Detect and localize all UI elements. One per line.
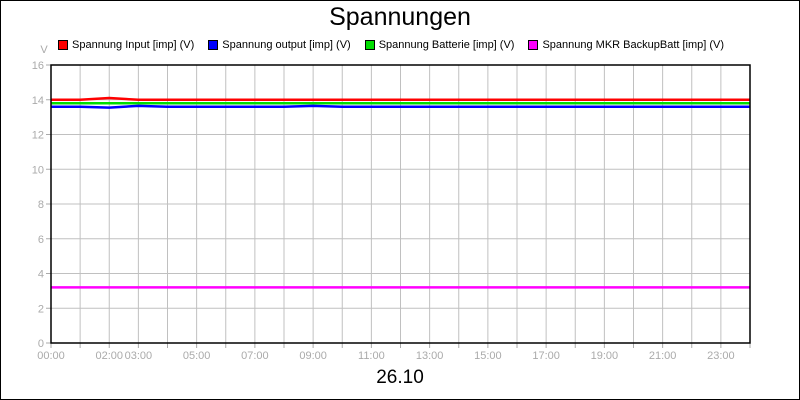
x-tick-label: 02:00 bbox=[95, 350, 123, 362]
legend-label: Spannung output [imp] (V) bbox=[222, 39, 351, 51]
series-line bbox=[51, 104, 750, 109]
x-tick-label: 23:00 bbox=[707, 350, 735, 362]
series-line bbox=[51, 96, 750, 101]
x-tick-label: 17:00 bbox=[532, 350, 560, 362]
x-tick-label: 11:00 bbox=[358, 350, 385, 362]
x-axis-title: 26.10 bbox=[376, 367, 424, 388]
x-tick-label: 21:00 bbox=[649, 350, 677, 362]
plot-border bbox=[50, 64, 751, 344]
legend-item: Spannung Batterie [imp] (V) bbox=[364, 39, 515, 51]
x-tick-label: 05:00 bbox=[183, 350, 211, 362]
y-tick-label: 14 bbox=[32, 95, 44, 107]
legend: Spannung Input [imp] (V) Spannung output… bbox=[58, 39, 738, 51]
y-tick-label: 8 bbox=[38, 199, 44, 211]
legend-item: Spannung Input [imp] (V) bbox=[58, 39, 194, 51]
y-tick-label: 2 bbox=[38, 303, 44, 315]
legend-label: Spannung Batterie [imp] (V) bbox=[378, 39, 515, 51]
x-tick-label: 03:00 bbox=[125, 350, 153, 362]
x-tick-label: 19:00 bbox=[591, 350, 619, 362]
legend-swatch bbox=[364, 40, 375, 50]
y-tick-label: 6 bbox=[38, 234, 44, 246]
y-axis-label: V bbox=[40, 44, 48, 56]
x-tick-label: 13:00 bbox=[416, 350, 444, 362]
x-tick-label: 07:00 bbox=[241, 350, 269, 362]
y-tick-label: 0 bbox=[38, 338, 44, 350]
x-tick-label: 00:00 bbox=[37, 350, 65, 362]
x-tick-label: 09:00 bbox=[299, 350, 327, 362]
legend-swatch bbox=[208, 40, 219, 50]
y-tick-label: 4 bbox=[38, 269, 44, 281]
y-tick-label: 12 bbox=[32, 130, 44, 142]
x-tick-label: 15:00 bbox=[474, 350, 502, 362]
legend-swatch bbox=[58, 40, 68, 50]
legend-swatch bbox=[528, 40, 539, 50]
y-tick-label: 10 bbox=[32, 164, 44, 176]
y-tick-label: 16 bbox=[32, 60, 44, 72]
legend-item: Spannung output [imp] (V) bbox=[208, 39, 351, 51]
legend-label: Spannung MKR BackupBatt [imp] (V) bbox=[542, 39, 725, 51]
legend-item: Spannung MKR BackupBatt [imp] (V) bbox=[528, 39, 724, 51]
chart-title: Spannungen bbox=[329, 3, 471, 31]
legend-label: Spannung Input [imp] (V) bbox=[72, 39, 195, 51]
